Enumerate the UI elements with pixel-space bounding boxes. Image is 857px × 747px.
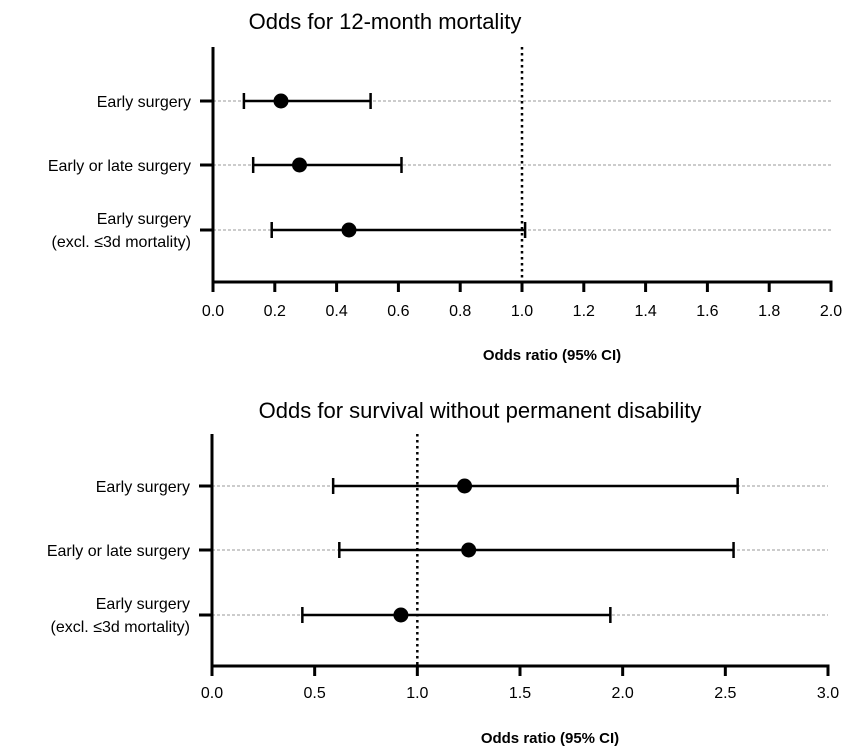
chart-title: Odds for survival without permanent disa… [259, 398, 702, 423]
point-estimate [393, 607, 409, 623]
category-label: Early surgery [97, 94, 191, 111]
x-tick-label: 0.2 [264, 303, 286, 320]
x-tick-label: 0.0 [201, 685, 223, 702]
x-tick-label: 2.0 [612, 685, 634, 702]
chart-title: Odds for 12-month mortality [249, 9, 522, 34]
x-tick-label: 1.0 [406, 685, 428, 702]
category-label: Early surgery (excl. ≤3d mortality) [52, 211, 191, 251]
point-estimate [292, 157, 308, 173]
x-tick-label: 0.5 [304, 685, 326, 702]
x-tick-label: 2.5 [714, 685, 736, 702]
category-label: Early surgery [96, 479, 190, 496]
x-tick-label: 0.8 [449, 303, 471, 320]
x-tick-label: 3.0 [817, 685, 839, 702]
x-tick-label: 0.4 [325, 303, 347, 320]
x-tick-label: 0.0 [202, 303, 224, 320]
point-estimate [273, 93, 289, 109]
panel-survival-without-disability: Odds for survival without permanent disa… [47, 398, 839, 747]
category-label: Early surgery (excl. ≤3d mortality) [51, 596, 190, 636]
x-axis-label: Odds ratio (95% CI) [483, 347, 621, 364]
x-tick-label: 2.0 [820, 303, 842, 320]
x-tick-label: 1.8 [758, 303, 780, 320]
x-tick-label: 1.2 [573, 303, 595, 320]
category-label: Early or late surgery [48, 158, 191, 175]
x-tick-label: 1.6 [696, 303, 718, 320]
point-estimate [457, 478, 473, 494]
x-tick-label: 1.4 [634, 303, 656, 320]
point-estimate [341, 222, 357, 238]
x-tick-label: 1.5 [509, 685, 531, 702]
panel-12-month-mortality: Odds for 12-month mortality 0.0 0.2 0.4 0.6… [48, 9, 842, 364]
category-label: Early or late surgery [47, 543, 190, 560]
point-estimate [461, 542, 477, 558]
x-tick-label: 1.0 [511, 303, 533, 320]
x-axis-label: Odds ratio (95% CI) [481, 730, 619, 747]
x-tick-label: 0.6 [387, 303, 409, 320]
